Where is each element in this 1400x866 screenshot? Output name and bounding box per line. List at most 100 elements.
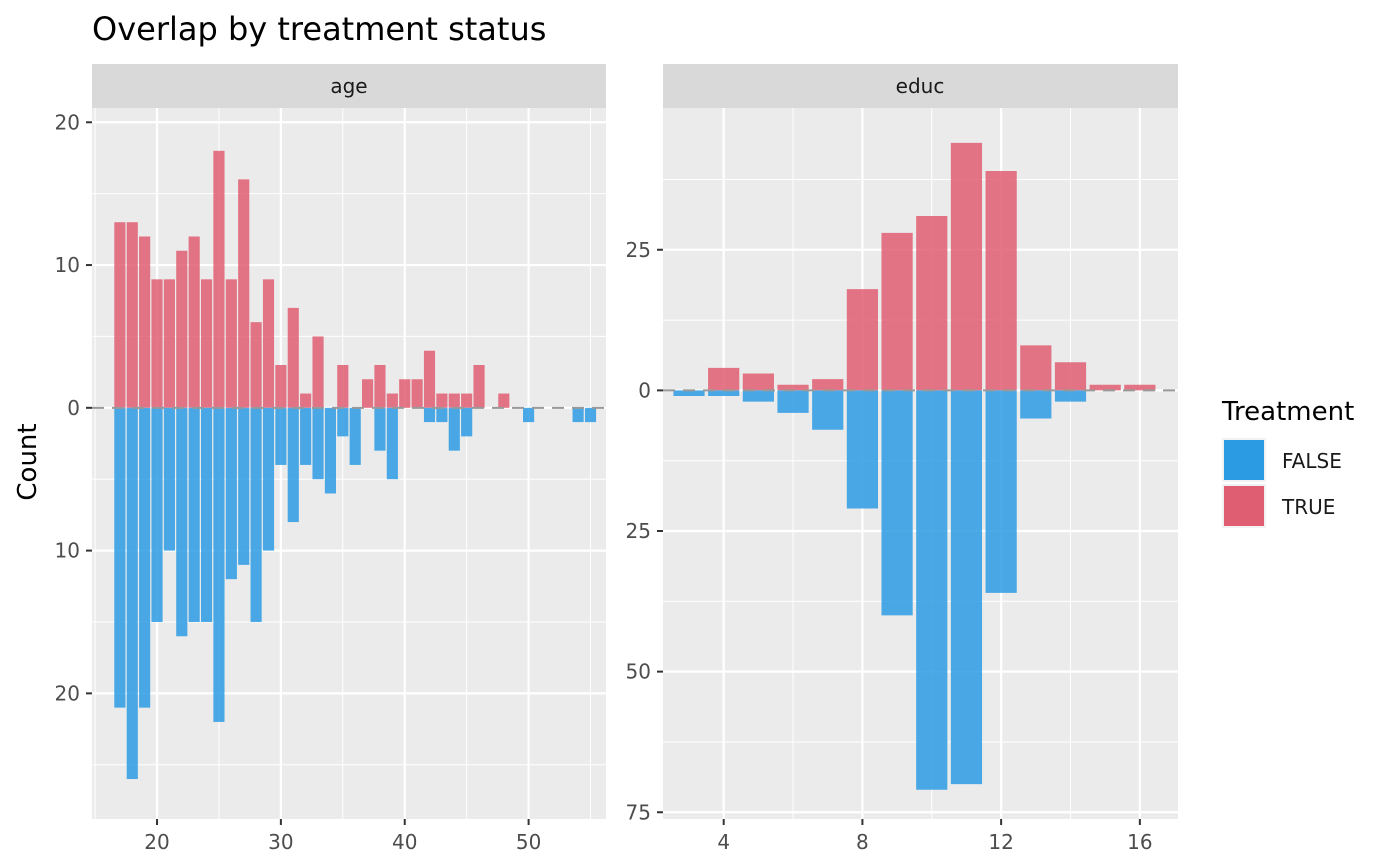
panel-educ: educ 4 8 12 16 25 0 25 50 75 [626, 64, 1178, 854]
strip-educ [663, 64, 1178, 108]
bar-false [777, 390, 809, 413]
y-tick-label: 25 [626, 519, 651, 543]
bar-false [673, 390, 705, 396]
y-tick-label: 50 [626, 660, 651, 684]
bar-true [139, 236, 151, 408]
bar-true [1020, 345, 1052, 391]
bar-false [250, 407, 262, 622]
bar-true [386, 393, 398, 408]
bar-true [225, 279, 237, 408]
bar-true [1089, 384, 1121, 391]
bar-false [881, 390, 913, 616]
bar-true [812, 379, 844, 391]
bar-false [916, 390, 948, 790]
y-tick-label: 0 [67, 396, 80, 420]
bar-true [411, 379, 423, 408]
bar-true [1124, 384, 1156, 391]
y-axis-title: Count [13, 423, 43, 500]
y-tick-label: 20 [55, 110, 80, 134]
bar-false [275, 407, 287, 465]
y-tick-label: 10 [55, 539, 80, 563]
bar-false [151, 407, 163, 622]
bar-true [151, 279, 163, 408]
bar-false [812, 390, 844, 430]
bar-false [188, 407, 200, 622]
bar-false [461, 407, 473, 437]
bar-false [448, 407, 460, 451]
bar-false [950, 390, 983, 785]
bar-true [708, 367, 740, 391]
bar-false [163, 407, 175, 551]
bar-true [985, 171, 1017, 391]
bar-false [139, 407, 151, 708]
legend-title: Treatment [1221, 397, 1354, 427]
panel-age: age 20 30 40 50 20 10 0 10 20 [55, 64, 606, 854]
bar-false [846, 390, 879, 509]
y-ticks-age: 20 10 0 10 20 [55, 110, 92, 705]
bar-false [1020, 390, 1052, 419]
bar-true [374, 364, 386, 408]
bar-false [225, 407, 237, 580]
bar-true [275, 364, 287, 408]
x-ticks-educ: 4 8 12 16 [717, 819, 1153, 854]
bar-false [436, 407, 448, 423]
bar-true [200, 279, 213, 408]
legend-label-false: FALSE [1282, 449, 1342, 473]
bar-true [777, 384, 809, 391]
bar-false [374, 407, 386, 451]
x-tick-label: 50 [516, 830, 541, 854]
x-tick-label: 40 [392, 830, 417, 854]
bar-false [423, 407, 436, 423]
bar-false [985, 390, 1017, 593]
bar-true [461, 393, 473, 408]
bar-true [176, 250, 188, 408]
bar-true [448, 393, 460, 408]
bar-true [473, 364, 485, 408]
bar-false [1054, 390, 1087, 402]
bar-true [250, 322, 262, 408]
y-ticks-educ: 25 0 25 50 75 [626, 238, 663, 824]
bar-false [742, 390, 774, 402]
bar-true [213, 150, 225, 408]
bar-false [572, 407, 584, 423]
legend-swatch-true [1224, 486, 1264, 526]
bar-false [287, 407, 299, 523]
y-tick-label: 25 [626, 238, 651, 262]
y-tick-label: 0 [638, 378, 651, 402]
x-tick-label: 12 [988, 830, 1013, 854]
bar-false [262, 407, 275, 551]
bar-true [362, 379, 374, 408]
bar-true [950, 142, 983, 391]
bar-true [126, 222, 138, 408]
x-tick-label: 20 [144, 830, 169, 854]
bar-false [300, 407, 312, 465]
bar-false [126, 407, 138, 780]
bar-true [312, 336, 324, 408]
y-tick-label: 75 [626, 800, 651, 824]
bar-false [708, 390, 740, 396]
bar-true [287, 307, 299, 408]
chart-title: Overlap by treatment status [92, 10, 546, 48]
bar-true [399, 379, 411, 408]
bar-true [114, 222, 126, 408]
bar-false [238, 407, 250, 565]
bar-true [238, 179, 250, 408]
bars-educ [673, 142, 1156, 790]
bar-false [584, 407, 597, 423]
bar-false [176, 407, 188, 637]
x-tick-label: 16 [1127, 830, 1152, 854]
bar-true [262, 279, 275, 408]
x-ticks-age: 20 30 40 50 [144, 819, 541, 854]
x-tick-label: 8 [856, 830, 869, 854]
bar-false [523, 407, 535, 423]
bar-true [300, 393, 312, 408]
bars-age [114, 150, 597, 780]
bar-true [498, 393, 510, 408]
strip-label-age: age [330, 74, 367, 98]
bar-true [423, 350, 436, 408]
x-tick-label: 30 [268, 830, 293, 854]
x-tick-label: 4 [717, 830, 730, 854]
bar-false [114, 407, 126, 708]
bar-false [213, 407, 225, 722]
